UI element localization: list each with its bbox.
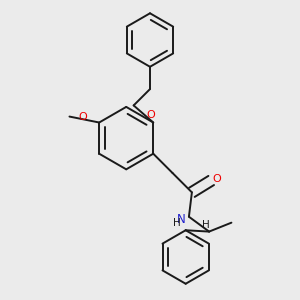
Text: H: H xyxy=(202,220,210,230)
Text: N: N xyxy=(177,213,186,226)
Text: H: H xyxy=(173,218,181,228)
Text: O: O xyxy=(212,174,221,184)
Text: O: O xyxy=(79,112,87,122)
Text: O: O xyxy=(146,110,155,120)
